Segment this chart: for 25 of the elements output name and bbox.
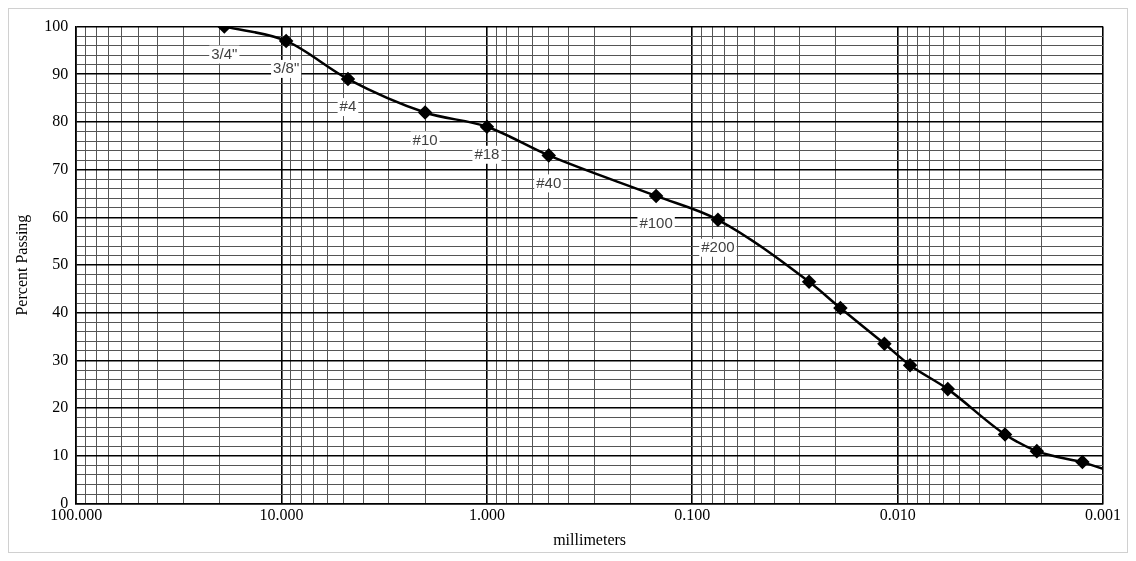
y-tick-label: 50 xyxy=(52,255,69,273)
annotation: #40 xyxy=(536,173,562,191)
annotation: #100 xyxy=(639,214,673,232)
y-tick-label: 80 xyxy=(52,112,69,130)
x-tick-label: 10.000 xyxy=(259,506,304,524)
y-tick-label: 60 xyxy=(52,207,69,225)
annotation: #18 xyxy=(474,144,500,162)
x-tick-label: 0.010 xyxy=(879,506,916,524)
x-tick-label: 0.001 xyxy=(1085,506,1121,524)
x-axis-title: millimeters xyxy=(553,530,627,548)
y-tick-label: 20 xyxy=(52,398,69,416)
y-tick-label: 30 xyxy=(52,350,69,368)
y-tick-label: 90 xyxy=(52,64,69,82)
y-tick-label: 70 xyxy=(52,159,69,177)
y-tick-label: 100 xyxy=(44,16,69,34)
y-axis-title: Percent Passing xyxy=(12,214,31,316)
y-tick-label: 40 xyxy=(52,303,69,320)
annotation: #4 xyxy=(339,97,357,115)
x-tick-label: 0.100 xyxy=(674,506,711,524)
y-tick-label: 10 xyxy=(52,446,69,464)
annotation: #10 xyxy=(412,130,438,148)
annotation: 3/4" xyxy=(211,44,238,62)
x-tick-label: 1.000 xyxy=(468,506,505,524)
annotation: #200 xyxy=(701,237,735,255)
annotation: 3/8" xyxy=(273,59,300,77)
